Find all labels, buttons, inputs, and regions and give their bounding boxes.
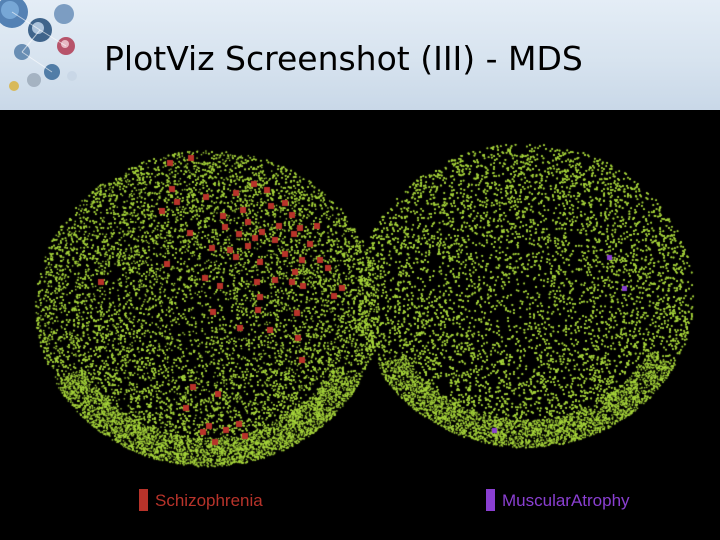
globe-network-icon — [0, 0, 77, 91]
legend-swatch-schizophrenia — [139, 489, 148, 511]
mds-plot: Schizophrenia MuscularAtrophy — [0, 110, 720, 540]
slide-title: PlotViz Screenshot (III) - MDS — [104, 39, 583, 78]
point-cloud-canvas — [0, 110, 720, 540]
legend-label-schizophrenia: Schizophrenia — [155, 491, 263, 510]
legend-swatch-muscular-atrophy — [486, 489, 495, 511]
legend-schizophrenia: Schizophrenia — [139, 489, 299, 513]
legend-label-muscular-atrophy: MuscularAtrophy — [502, 491, 630, 510]
legend-muscular-atrophy: MuscularAtrophy — [486, 489, 686, 513]
slide-header: PlotViz Screenshot (III) - MDS — [0, 0, 720, 110]
